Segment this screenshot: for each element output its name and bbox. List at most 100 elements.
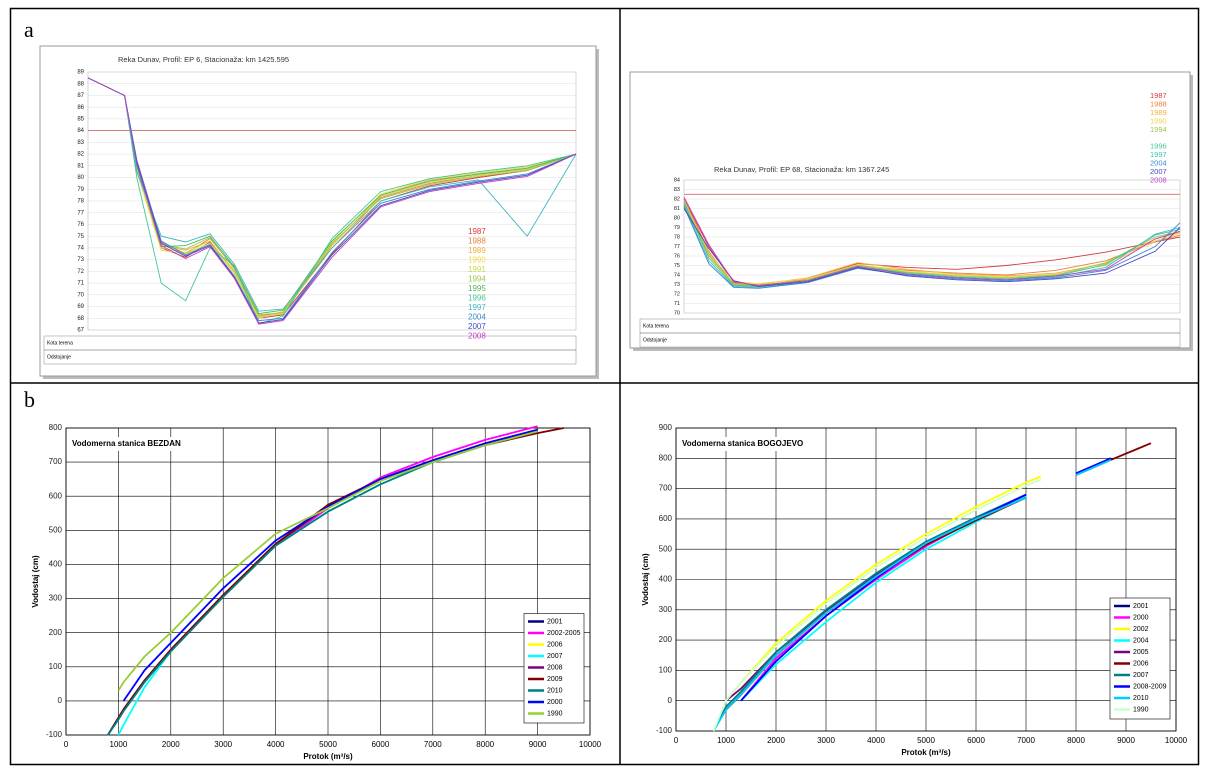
table-row xyxy=(639,332,1181,348)
legend-label: 2008 xyxy=(547,664,563,671)
y-tick-label: 300 xyxy=(49,594,63,603)
legend-label: 1988 xyxy=(1150,99,1167,108)
x-tick-label: 3000 xyxy=(214,740,232,749)
x-tick-label: 9000 xyxy=(529,740,547,749)
y-tick-label: 75 xyxy=(77,234,84,240)
x-tick-label: 4000 xyxy=(867,736,885,745)
y-tick-label: 88 xyxy=(77,81,84,87)
legend-label: 2009 xyxy=(547,676,563,683)
x-tick-label: 10000 xyxy=(579,740,602,749)
y-tick-label: 400 xyxy=(659,575,673,584)
series-line xyxy=(87,77,577,318)
y-tick-label: 69 xyxy=(77,304,84,310)
y-tick-label: 600 xyxy=(659,514,673,523)
x-tick-label: 9000 xyxy=(1117,736,1135,745)
series-line xyxy=(683,198,1181,287)
legend-label: 1995 xyxy=(468,284,486,293)
legend-label: 2000 xyxy=(1133,614,1149,621)
series-line xyxy=(683,203,1181,285)
legend-label: 2002-2005 xyxy=(547,630,581,637)
y-tick-label: 70 xyxy=(77,292,84,298)
series-line xyxy=(87,77,577,324)
series-line xyxy=(87,77,577,322)
y-tick-label: 72 xyxy=(674,291,680,297)
legend-label: 1987 xyxy=(1150,91,1167,100)
y-tick-label: 0 xyxy=(58,696,63,705)
x-tick-label: 6000 xyxy=(967,736,985,745)
y-tick-label: 200 xyxy=(659,635,673,644)
chart-frame xyxy=(629,71,1191,349)
title-box xyxy=(68,437,185,451)
x-tick-label: 8000 xyxy=(476,740,494,749)
legend-label: 2007 xyxy=(1133,672,1149,679)
table-row-label: Odstojanje xyxy=(47,354,71,360)
y-tick-label: 80 xyxy=(77,175,84,181)
legend-label: 1994 xyxy=(468,275,486,284)
legend-label: 2008 xyxy=(468,332,486,341)
y-tick-label: 79 xyxy=(674,225,680,231)
panel-label: b xyxy=(24,387,35,412)
legend-label: 1990 xyxy=(1133,706,1149,713)
y-tick-label: 83 xyxy=(674,187,680,193)
chart-title: Reka Dunav, Profil: EP 6, Stacionaža: km… xyxy=(118,55,289,64)
y-tick-label: 84 xyxy=(77,128,84,134)
y-tick-label: 700 xyxy=(659,484,673,493)
y-tick-label: -100 xyxy=(656,726,673,735)
legend-label: 2001 xyxy=(1133,603,1149,610)
legend-label: 2010 xyxy=(547,687,563,694)
title-box xyxy=(678,437,808,451)
panel-label: a xyxy=(24,17,34,42)
series-line xyxy=(117,430,538,692)
legend-label: 2007 xyxy=(468,322,486,331)
table-row-label: Odstojanje xyxy=(643,337,667,343)
y-axis-label: Vodostaj (cm) xyxy=(31,555,40,608)
y-tick-label: 74 xyxy=(77,245,84,251)
y-tick-label: 78 xyxy=(77,199,84,205)
y-tick-label: 89 xyxy=(77,70,84,76)
y-tick-label: 100 xyxy=(49,662,63,671)
series-line xyxy=(87,77,577,325)
x-tick-label: 7000 xyxy=(1017,736,1035,745)
x-tick-label: 10000 xyxy=(1165,736,1188,745)
y-tick-label: 73 xyxy=(77,257,84,263)
legend-label: 1987 xyxy=(468,227,486,236)
chart-title: Vodomerna stanica BEZDAN xyxy=(72,439,181,448)
y-tick-label: 85 xyxy=(77,116,84,122)
legend-label: 2001 xyxy=(547,618,563,625)
table-row-label: Kota terena xyxy=(47,340,73,346)
x-tick-label: 3000 xyxy=(817,736,835,745)
y-tick-label: 76 xyxy=(77,222,84,228)
y-tick-label: 800 xyxy=(49,423,63,432)
legend-label: 1997 xyxy=(1150,150,1167,159)
legend-label: 2008 xyxy=(1150,175,1167,184)
chart-frame xyxy=(39,45,597,377)
series-line xyxy=(87,77,577,312)
x-tick-label: 2000 xyxy=(767,736,785,745)
y-tick-label: 87 xyxy=(77,93,84,99)
chart-title: Vodomerna stanica BOGOJEVO xyxy=(682,439,803,448)
y-tick-label: 82 xyxy=(77,152,84,158)
y-tick-label: 600 xyxy=(49,491,63,500)
legend-label: 2005 xyxy=(1133,649,1149,656)
legend-label: 1990 xyxy=(547,710,563,717)
legend-label: 1997 xyxy=(468,303,486,312)
x-tick-label: 8000 xyxy=(1067,736,1085,745)
legend-label: 2004 xyxy=(1150,158,1167,167)
x-tick-label: 7000 xyxy=(424,740,442,749)
legend-label: 1996 xyxy=(1150,141,1167,150)
y-tick-label: 700 xyxy=(49,457,63,466)
y-tick-label: 400 xyxy=(49,560,63,569)
x-tick-label: 5000 xyxy=(319,740,337,749)
y-tick-label: 68 xyxy=(77,316,84,322)
legend-label: 1996 xyxy=(468,294,486,303)
series-line xyxy=(712,458,1112,732)
legend-label: 1989 xyxy=(1150,108,1167,117)
y-tick-label: 86 xyxy=(77,105,84,111)
legend-label: 1990 xyxy=(1150,116,1167,125)
y-tick-label: 300 xyxy=(659,605,673,614)
y-tick-label: 70 xyxy=(674,310,680,316)
y-tick-label: 71 xyxy=(674,301,680,307)
series-line xyxy=(683,202,1181,286)
y-tick-label: 79 xyxy=(77,187,84,193)
